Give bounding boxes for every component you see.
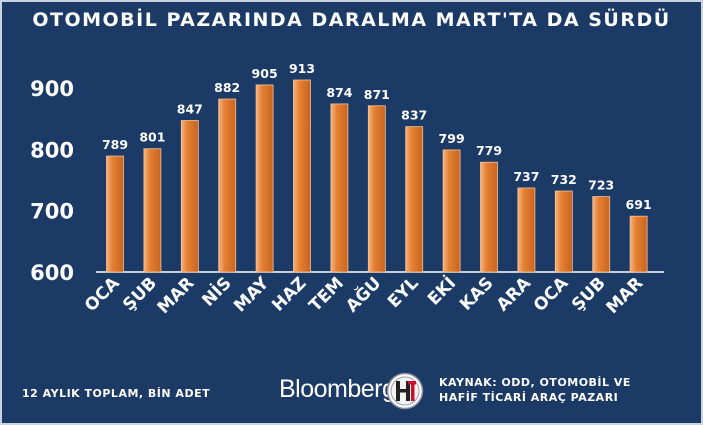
x-tick-label: ŞUB	[119, 273, 161, 315]
bar-value-label: 913	[289, 61, 315, 76]
x-tick-label: NİS	[197, 272, 236, 311]
y-axis: 600 700 800 900	[30, 77, 74, 285]
bar	[293, 79, 311, 273]
bar	[330, 103, 349, 273]
bar-value-label: 799	[439, 131, 465, 146]
bar	[405, 126, 424, 273]
bar-series	[106, 79, 648, 273]
bar	[480, 161, 498, 273]
x-tick-label: EKİ	[423, 272, 461, 310]
unit-note: 12 AYLIK TOPLAM, BİN ADET	[22, 387, 211, 400]
bar	[106, 155, 124, 273]
bar	[592, 196, 611, 273]
y-tick-label: 700	[30, 200, 74, 224]
ht-logo-icon	[386, 372, 424, 410]
bar-value-label: 732	[551, 172, 577, 187]
bar	[180, 120, 199, 273]
x-tick-label: OCA	[81, 273, 124, 316]
bar-value-label: 847	[177, 102, 203, 117]
x-tick-label: TEM	[305, 273, 348, 316]
bar-value-label: 789	[102, 137, 128, 152]
bar-value-label: 801	[139, 130, 165, 145]
bar-value-label: 837	[401, 108, 427, 123]
bar	[367, 105, 386, 273]
bar	[218, 98, 237, 273]
x-tick-label: MAR	[154, 273, 199, 318]
y-tick-label: 900	[30, 77, 74, 101]
y-tick-label: 800	[30, 138, 74, 162]
bar-value-label: 905	[252, 66, 278, 81]
bar	[255, 84, 274, 273]
bar-value-label: 723	[588, 178, 614, 193]
source-note: KAYNAK: ODD, OTOMOBİL VE HAFİF TİCARİ AR…	[439, 375, 689, 405]
bar	[517, 187, 536, 273]
bar-value-label: 882	[214, 80, 240, 95]
bar	[442, 149, 461, 273]
x-tick-label: ŞUB	[568, 273, 610, 315]
x-tick-label: MAY	[230, 273, 273, 316]
bar	[554, 190, 573, 273]
bar	[629, 215, 648, 273]
source-line-2: HAFİF TİCARİ ARAÇ PAZARI	[439, 391, 619, 404]
chart-title: OTOMOBİL PAZARINDA DARALMA MART'TA DA SÜ…	[32, 9, 671, 31]
bar-value-label: 779	[476, 143, 502, 158]
data-labels: 789 801 847 882 905 913 874 871 837 799 779 737 732 7…	[102, 61, 652, 212]
x-tick-label: AĞU	[341, 272, 385, 316]
x-tick-label: EYL	[384, 273, 423, 312]
y-tick-label: 600	[30, 261, 74, 285]
x-tick-label: MAR	[602, 273, 647, 318]
x-tick-label: KAS	[456, 273, 497, 314]
x-tick-label: OCA	[530, 273, 573, 316]
bar	[143, 148, 162, 273]
bar-value-label: 691	[626, 197, 652, 212]
x-tick-label: ARA	[493, 273, 536, 316]
source-line-1: KAYNAK: ODD, OTOMOBİL VE	[439, 376, 631, 389]
bar-value-label: 737	[513, 169, 539, 184]
bar-value-label: 874	[326, 85, 352, 100]
bar-value-label: 871	[364, 87, 390, 102]
x-tick-label: HAZ	[268, 273, 310, 315]
bloomberg-logo-text: Bloomberg	[279, 375, 396, 403]
